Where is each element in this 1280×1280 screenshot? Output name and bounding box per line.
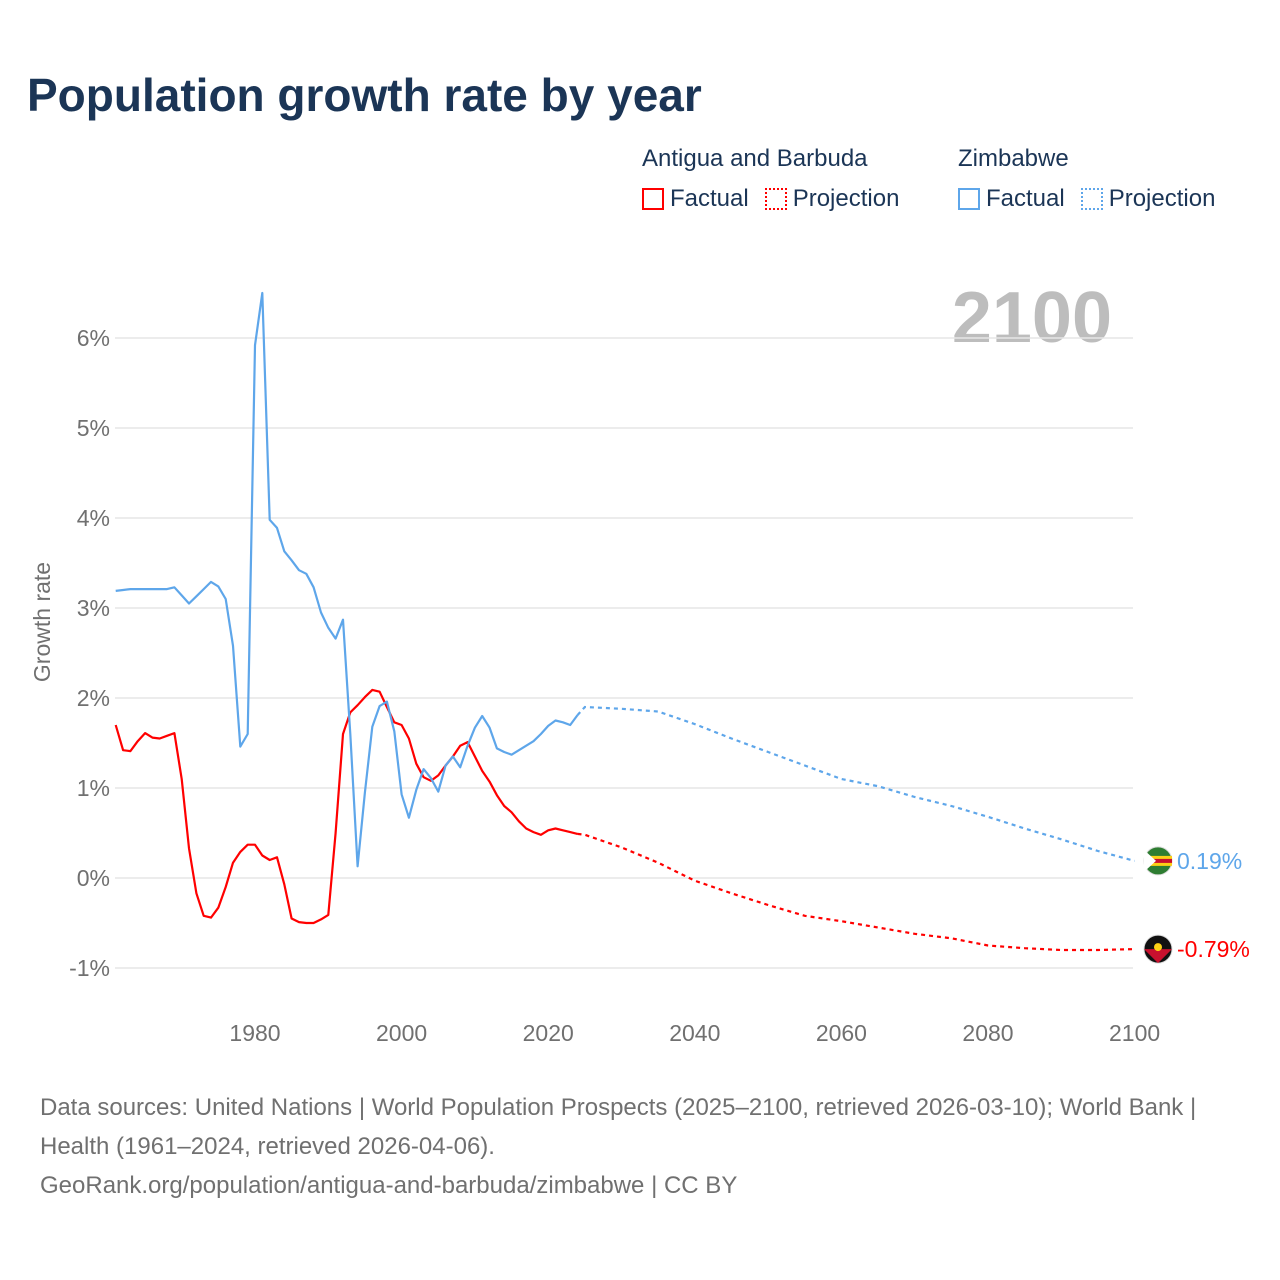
- legend-swatch: [1080, 188, 1103, 210]
- legend-swatch: [764, 188, 787, 210]
- x-tick-label: 2100: [1109, 1020, 1160, 1046]
- y-tick-label: 4%: [77, 505, 110, 531]
- chart-title: Population growth rate by year: [27, 69, 702, 121]
- legend-zimbabwe-projection[interactable]: Projection: [1080, 185, 1216, 213]
- x-tick-label: 2000: [376, 1020, 427, 1046]
- x-tick-label: 2080: [962, 1020, 1013, 1046]
- legend-label: Projection: [1108, 185, 1216, 212]
- legend-zimbabwe-factual[interactable]: Factual: [958, 185, 1065, 213]
- legend-label: Projection: [792, 185, 900, 212]
- series-line-projection-0: [577, 832, 1135, 952]
- flag-detail: [1144, 858, 1172, 863]
- flag-detail: [1144, 949, 1172, 964]
- x-tick-label: 2020: [523, 1020, 574, 1046]
- series-line-factual-0: [114, 688, 578, 925]
- legend-antigua-projection[interactable]: Projection: [764, 185, 900, 213]
- legend-group-zimbabwe: Zimbabwe Factual Projection: [958, 145, 1215, 213]
- flag-icon: [1143, 934, 1173, 964]
- flag-detail: [1144, 849, 1156, 872]
- flag-detail: [1144, 855, 1172, 866]
- y-tick-label: 2%: [77, 685, 110, 711]
- series-line-projection-1: [576, 705, 1135, 862]
- legend-label: Factual: [670, 185, 749, 212]
- legend-country-label: Zimbabwe: [958, 145, 1069, 172]
- legend-label: Factual: [986, 185, 1065, 212]
- y-tick-label: -1%: [69, 955, 110, 981]
- end-value-label: 0.19%: [1177, 848, 1242, 874]
- y-tick-label: 3%: [77, 595, 110, 621]
- data-sources: Data sources: United Nations | World Pop…: [40, 1094, 1197, 1160]
- source-note: Data sources: United Nations | World Pop…: [40, 1088, 1240, 1205]
- x-tick-label: 2060: [816, 1020, 867, 1046]
- y-axis-label: Growth rate: [29, 562, 55, 682]
- flag-icon: [1143, 846, 1173, 876]
- series-line-factual-1: [115, 291, 579, 868]
- legend-antigua-factual[interactable]: Factual: [642, 185, 749, 213]
- year-label: 2100: [952, 278, 1112, 358]
- y-tick-label: 0%: [77, 865, 110, 891]
- x-tick-label: 2040: [669, 1020, 720, 1046]
- x-tick-label: 1980: [229, 1020, 280, 1046]
- y-tick-label: 1%: [77, 775, 110, 801]
- flag-detail: [1154, 943, 1162, 952]
- y-tick-label: 6%: [77, 325, 110, 351]
- legend-swatch: [642, 188, 664, 210]
- end-value-label: -0.79%: [1177, 936, 1250, 962]
- legend-swatch: [958, 188, 980, 210]
- y-tick-label: 5%: [77, 415, 110, 441]
- attribution-link[interactable]: GeoRank.org/population/antigua-and-barbu…: [40, 1172, 738, 1199]
- legend-group-antigua: Antigua and Barbuda Factual Projection: [642, 145, 899, 213]
- legend-country-label: Antigua and Barbuda: [642, 145, 868, 172]
